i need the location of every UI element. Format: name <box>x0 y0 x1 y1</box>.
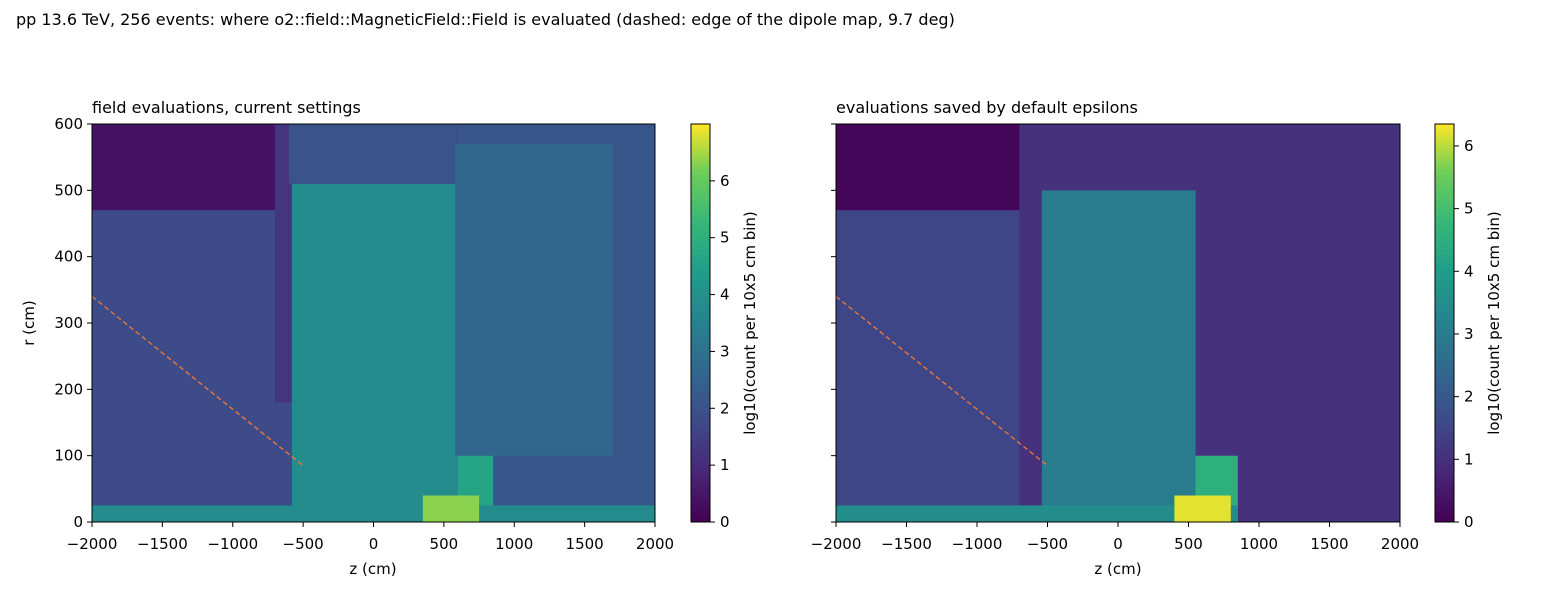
colorbar-left-ticks: 0 1 2 3 4 5 6 <box>710 172 730 531</box>
panel-left-y-label: r (cm) <box>20 300 38 346</box>
y-tick-label: 600 <box>54 115 83 133</box>
panel-right-dipole-edge-line <box>835 295 1048 467</box>
colorbar-left: 0 1 2 3 4 5 6 log10(count per 10x5 cm bin) <box>690 123 759 531</box>
colorbar-right-gradient <box>1434 123 1455 523</box>
colorbar-tick-label: 4 <box>720 286 730 304</box>
x-tick-label: 2000 <box>636 535 674 553</box>
x-tick-label: −1500 <box>137 535 188 553</box>
x-tick-label: −2000 <box>811 535 862 553</box>
colorbar-tick-label: 2 <box>720 399 730 417</box>
heatmap-region-2 <box>275 124 294 403</box>
colorbar-tick-label: 0 <box>720 513 730 531</box>
panel-left-dipole-edge-line <box>91 295 304 467</box>
heatmap-region-5 <box>836 505 1238 522</box>
colorbar-right-label: log10(count per 10x5 cm bin) <box>1485 211 1503 435</box>
colorbar-left-gradient <box>690 123 711 523</box>
colorbar-tick-label: 2 <box>1464 388 1474 406</box>
y-tick-label: 200 <box>54 380 83 398</box>
y-tick-label: 0 <box>73 513 83 531</box>
heatmap-region-1 <box>836 210 1048 522</box>
panel-left-y-ticks: 0 100 200 300 400 500 600 <box>54 115 92 531</box>
x-tick-label: 500 <box>1174 535 1203 553</box>
panel-right-y-ticks <box>831 123 836 523</box>
y-tick-label: 300 <box>54 314 83 332</box>
heatmap-region-9 <box>422 495 480 522</box>
colorbar-tick-label: 6 <box>720 172 730 190</box>
panel-right-x-ticks: −2000 −1500 −1000 −500 0 500 1000 1500 2000 <box>811 522 1419 553</box>
x-tick-label: −500 <box>283 535 324 553</box>
colorbar-tick-label: 0 <box>1464 513 1474 531</box>
panel-right-heatmap <box>836 124 1400 522</box>
x-tick-label: −1500 <box>881 535 932 553</box>
heatmap-region-8 <box>92 505 655 522</box>
heatmap-region-3 <box>291 183 458 522</box>
x-tick-label: 0 <box>1113 535 1123 553</box>
panel-right-x-label: z (cm) <box>1094 560 1141 578</box>
x-tick-label: 500 <box>430 535 459 553</box>
panel-right: evaluations saved by default epsilons −2… <box>811 98 1419 578</box>
colorbar-tick-label: 4 <box>1464 262 1474 280</box>
colorbar-right-ticks: 0 1 2 3 4 5 6 <box>1454 137 1474 531</box>
panel-left-x-ticks: −2000 −1500 −1000 −500 0 500 1000 1500 2000 <box>67 522 674 553</box>
x-tick-label: −500 <box>1027 535 1068 553</box>
panel-left-title: field evaluations, current settings <box>92 98 361 117</box>
heatmap-region-6 <box>1174 495 1231 522</box>
colorbar-tick-label: 3 <box>1464 325 1474 343</box>
heatmap-region-3 <box>1041 190 1196 522</box>
x-tick-label: 1500 <box>1310 535 1348 553</box>
colorbar-tick-label: 1 <box>720 456 730 474</box>
panel-left: field evaluations, current settings −200… <box>20 98 674 578</box>
x-tick-label: 0 <box>369 535 379 553</box>
heatmap-region-1 <box>92 210 304 522</box>
heatmap-region-6 <box>455 143 613 456</box>
colorbar-tick-label: 3 <box>720 342 730 360</box>
x-tick-label: 1500 <box>566 535 604 553</box>
x-tick-label: 1000 <box>1240 535 1278 553</box>
panel-right-title: evaluations saved by default epsilons <box>836 98 1138 117</box>
y-tick-label: 500 <box>54 181 83 199</box>
colorbar-right: 0 1 2 3 4 5 6 log10(count per 10x5 cm bin) <box>1434 123 1503 531</box>
panel-left-x-label: z (cm) <box>349 560 396 578</box>
x-tick-label: 1000 <box>495 535 533 553</box>
colorbar-left-label: log10(count per 10x5 cm bin) <box>741 211 759 435</box>
panel-left-heatmap <box>92 124 655 522</box>
x-tick-label: −1000 <box>952 535 1003 553</box>
colorbar-tick-label: 6 <box>1464 137 1474 155</box>
colorbar-tick-label: 1 <box>1464 450 1474 468</box>
y-tick-label: 100 <box>54 447 83 465</box>
figure-suptitle: pp 13.6 TeV, 256 events: where o2::field… <box>16 10 955 29</box>
y-tick-label: 400 <box>54 248 83 266</box>
colorbar-tick-label: 5 <box>720 229 730 247</box>
x-tick-label: −2000 <box>67 535 118 553</box>
x-tick-label: −1000 <box>207 535 258 553</box>
heatmap-region-4 <box>289 124 458 184</box>
colorbar-tick-label: 5 <box>1464 200 1474 218</box>
x-tick-label: 2000 <box>1381 535 1419 553</box>
